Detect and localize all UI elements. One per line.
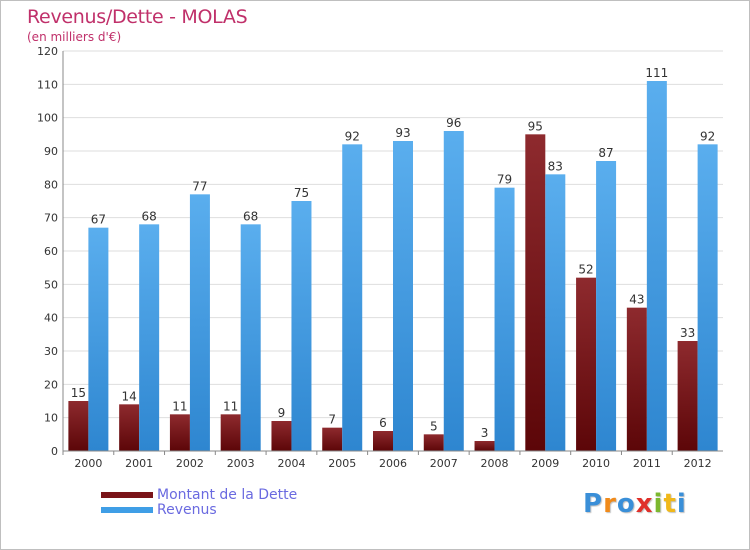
bar-value-label: 5 [430, 419, 438, 433]
revenus-bar [393, 141, 413, 451]
debt-bar [423, 434, 444, 451]
bar-value-label: 77 [192, 179, 207, 193]
bar-value-label: 11 [172, 399, 187, 413]
bar-value-label: 96 [446, 116, 461, 130]
y-tick-label: 20 [44, 378, 58, 391]
legend-item-debt: Montant de la Dette [101, 487, 297, 503]
x-tick-label: 2005 [328, 457, 356, 470]
y-tick-label: 70 [44, 212, 58, 225]
y-tick-label: 110 [37, 78, 58, 91]
revenus-bar [443, 131, 464, 451]
bar-value-label: 43 [629, 293, 644, 307]
revenus-bar [291, 201, 312, 451]
y-tick-label: 30 [44, 345, 58, 358]
bar-value-label: 75 [294, 186, 309, 200]
logo-letter: o [616, 489, 636, 519]
chart-title: Revenus/Dette - MOLAS [27, 6, 248, 28]
logo-letter: P [583, 489, 604, 519]
x-tick-label: 2000 [74, 457, 102, 470]
bar-value-label: 6 [379, 416, 387, 430]
logo-letter: i [653, 489, 664, 519]
revenus-bar [697, 144, 718, 452]
axes: 0 10 20 30 40 50 60 70 80 90 100 110 120 2000 2001 2002… [37, 45, 723, 470]
bar-value-label: 111 [645, 66, 668, 80]
bar-value-label: 95 [528, 119, 543, 133]
bar-value-label: 52 [578, 263, 593, 277]
x-tick-label: 2012 [684, 457, 712, 470]
debt-bar [169, 414, 190, 451]
revenus-bar [494, 187, 515, 451]
y-tick-label: 50 [44, 278, 58, 291]
y-tick-label: 120 [37, 45, 58, 58]
debt-bar [322, 427, 343, 451]
y-tick-label: 80 [44, 178, 58, 191]
x-tick-label: 2009 [531, 457, 559, 470]
bar-value-label: 33 [680, 326, 695, 340]
x-tick-label: 2011 [633, 457, 661, 470]
legend-label-revenus: Revenus [157, 502, 217, 518]
legend-swatch-debt [101, 492, 153, 498]
revenus-bar [545, 174, 566, 452]
bar-value-label: 9 [278, 406, 286, 420]
bar-value-label: 92 [345, 129, 360, 143]
revenus-bar [139, 224, 160, 451]
debt-bar [474, 441, 495, 451]
y-tick-label: 90 [44, 145, 58, 158]
bar-value-label: 93 [395, 126, 410, 140]
value-labels: 15 67 14 68 11 77 11 68 9 75 7 92 6 93 5 96 3 79 95 83 52 87 4… [71, 66, 716, 440]
debt-bar [626, 307, 647, 451]
logo-letter: i [676, 489, 687, 519]
bar-value-label: 14 [122, 389, 137, 403]
debt-bar [119, 404, 140, 451]
y-tick-label: 0 [51, 445, 58, 458]
x-tick-label: 2008 [481, 457, 509, 470]
y-tick-label: 40 [44, 312, 58, 325]
bar-value-label: 68 [142, 209, 157, 223]
x-tick-label: 2007 [430, 457, 458, 470]
legend-swatch-revenus [101, 507, 153, 513]
logo-letter: r [603, 489, 617, 519]
revenus-bar [646, 81, 667, 451]
y-tick-label: 60 [44, 245, 58, 258]
bar-value-label: 67 [91, 213, 106, 227]
debt-bar [373, 431, 393, 451]
debt-bar [525, 134, 546, 452]
bar-value-label: 79 [497, 173, 512, 187]
debt-bar [677, 341, 698, 451]
revenus-bar [88, 227, 109, 451]
bar-value-label: 3 [481, 426, 489, 440]
x-tick-label: 2001 [125, 457, 153, 470]
x-tick-label: 2004 [277, 457, 305, 470]
bars [68, 81, 718, 452]
debt-bar [68, 401, 89, 451]
debt-bar [576, 277, 597, 451]
bar-value-label: 83 [548, 159, 563, 173]
legend-item-revenus: Revenus [101, 502, 217, 518]
revenus-bar [342, 144, 363, 452]
legend-label-debt: Montant de la Dette [157, 487, 298, 503]
x-tick-label: 2006 [379, 457, 407, 470]
bar-value-label: 15 [71, 386, 86, 400]
chart-subtitle: (en milliers d'€) [27, 30, 122, 44]
x-tick-label: 2003 [227, 457, 255, 470]
x-tick-label: 2002 [176, 457, 204, 470]
revenus-bar [596, 161, 617, 451]
revenus-bar [189, 194, 210, 452]
bar-value-label: 92 [700, 129, 715, 143]
bar-value-label: 7 [328, 413, 336, 427]
x-tick-label: 2010 [582, 457, 610, 470]
logo-letter: t [663, 489, 677, 519]
bar-value-label: 68 [243, 209, 258, 223]
debt-bar [271, 421, 292, 451]
revenus-bar [240, 224, 261, 451]
bar-value-label: 11 [223, 399, 238, 413]
logo-letter: x [635, 489, 654, 519]
y-tick-label: 10 [44, 412, 58, 425]
bar-value-label: 87 [598, 146, 613, 160]
debt-bar [220, 414, 241, 451]
y-tick-label: 100 [37, 112, 58, 125]
